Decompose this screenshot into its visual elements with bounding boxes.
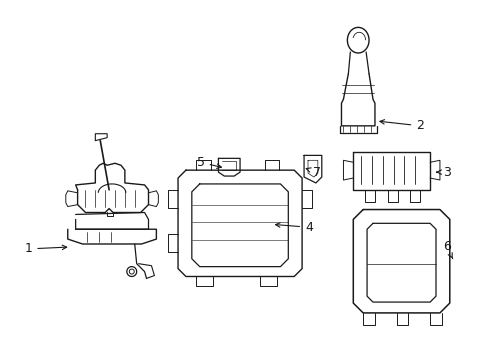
Text: 2: 2 [379, 120, 423, 132]
Text: 5: 5 [196, 156, 221, 169]
Text: 3: 3 [436, 166, 450, 179]
Text: 1: 1 [24, 242, 66, 255]
Text: 7: 7 [305, 166, 320, 179]
Text: 4: 4 [275, 221, 312, 234]
Text: 6: 6 [442, 240, 452, 259]
